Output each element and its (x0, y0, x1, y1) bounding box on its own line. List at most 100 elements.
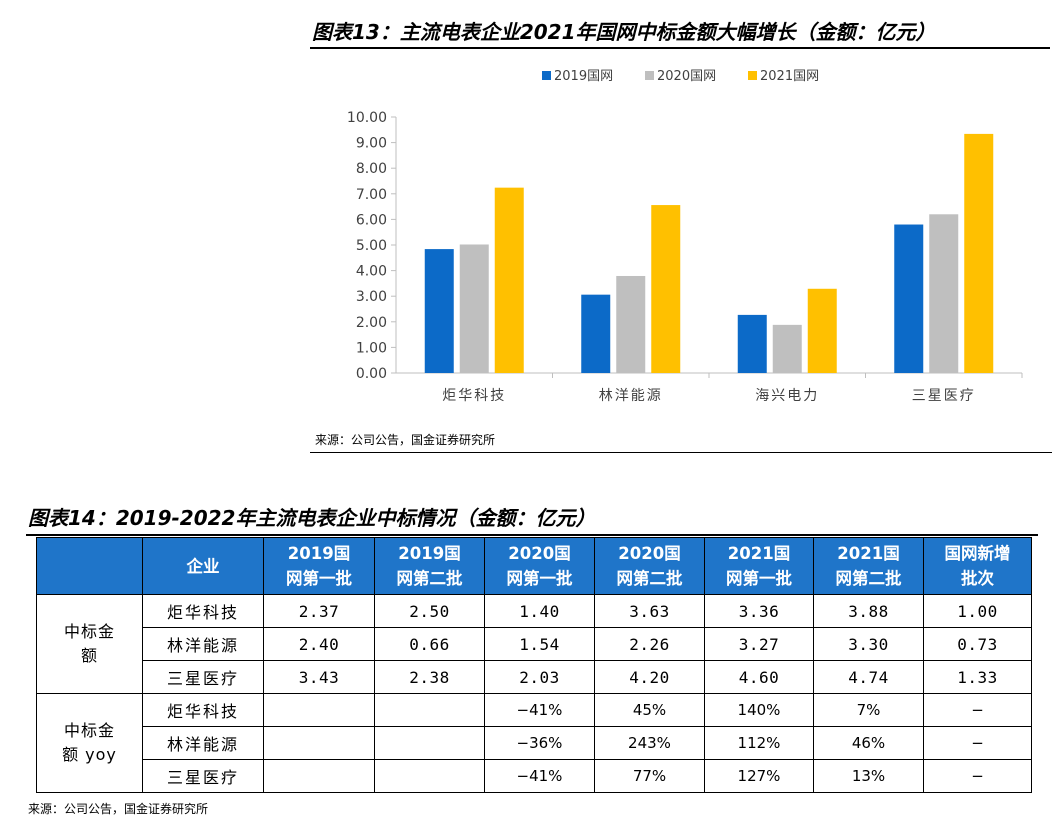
table-header-row: 企业 2019国 网第一批 2019国 网第二批 2020国 网第一批 2020国 网第… (36, 537, 1032, 595)
y-tick-label: 0.00 (356, 366, 387, 382)
table-value-cell: 3.63 (594, 594, 705, 628)
legend-swatch (542, 71, 551, 80)
table-company-cell: 炬华科技 (142, 594, 264, 628)
table-value-cell: −41% (484, 759, 595, 793)
table-value-cell: 4.20 (594, 660, 705, 694)
bar (459, 244, 489, 373)
table-value-cell: 2.50 (374, 594, 485, 628)
bar (772, 324, 802, 373)
legend-label: 2021国网 (760, 69, 819, 84)
bar (581, 294, 611, 373)
table-header-col: 2020国 网第二批 (594, 537, 705, 595)
x-category-label: 三星医疗 (912, 388, 976, 404)
table-value-cell: −41% (484, 693, 595, 727)
bar (651, 205, 681, 373)
table-value-cell: 3.27 (704, 627, 814, 661)
table-value-cell (374, 759, 485, 793)
table-header-col: 2019国 网第一批 (263, 537, 375, 595)
bar (929, 214, 959, 373)
figure-13-source: 来源：公司公告，国金证券研究所 (315, 433, 496, 447)
y-tick-label: 2.00 (356, 315, 387, 331)
table-value-cell: 140% (704, 693, 814, 727)
table-group-label: 中标金额 yoy (36, 693, 143, 793)
table-value-cell: 3.30 (813, 627, 924, 661)
table-header-col: 国网新增 批次 (923, 537, 1032, 595)
table-value-cell: 7% (813, 693, 924, 727)
table-value-cell: 3.36 (704, 594, 814, 628)
bar (807, 288, 837, 373)
figure-13-title: 图表13：主流电表企业2021年国网中标金额大幅增长（金额：亿元） (312, 20, 936, 44)
x-category-label: 炬华科技 (442, 388, 506, 404)
y-tick-label: 6.00 (356, 212, 387, 228)
table-value-cell: 1.54 (484, 627, 595, 661)
y-tick-label: 3.00 (356, 289, 387, 305)
table-value-cell: 46% (813, 726, 924, 760)
table-value-cell: 45% (594, 693, 705, 727)
table-value-cell: 13% (813, 759, 924, 793)
x-category-label: 林洋能源 (599, 388, 663, 404)
table-company-cell: 炬华科技 (142, 693, 264, 727)
table-value-cell: 2.37 (263, 594, 375, 628)
table-row: 三星医疗 3.43 2.38 2.03 4.20 4.60 4.74 1.33 (37, 660, 1032, 694)
figure-13-title-rule (310, 47, 1050, 49)
table-value-cell: 243% (594, 726, 705, 760)
table-row: 中标金额 yoy 炬华科技 −41% 45% 140% 7% − (36, 693, 1032, 793)
table-value-cell: 2.03 (484, 660, 595, 694)
y-tick-label: 7.00 (356, 187, 387, 203)
table-row: 三星医疗 −41% 77% 127% 13% − (37, 759, 1032, 793)
table-value-cell (374, 693, 485, 727)
table-company-cell: 林洋能源 (142, 627, 264, 661)
table-header-col: 2019国 网第二批 (374, 537, 485, 595)
table-value-cell: 1.40 (484, 594, 595, 628)
figure-14-title-rule (26, 534, 1038, 536)
table-value-cell: 3.43 (263, 660, 375, 694)
legend-label: 2019国网 (554, 69, 613, 84)
table-row: 中标金额炬华科技 2.37 2.50 1.40 3.63 3.36 3.88 1.00 (36, 594, 1032, 694)
table-row: 林洋能源 −36% 243% 112% 46% − (37, 726, 1032, 760)
table-header-col: 2020国 网第一批 (484, 537, 595, 595)
table-value-cell: 1.33 (923, 660, 1032, 694)
bar (616, 275, 646, 373)
figure-14-title: 图表14：2019-2022年主流电表企业中标情况（金额：亿元） (28, 506, 596, 530)
table-header-col: 2021国 网第一批 (704, 537, 814, 595)
table-value-cell (263, 693, 375, 727)
table-value-cell (263, 726, 375, 760)
table-value-cell: 3.88 (813, 594, 924, 628)
table-company-cell: 三星医疗 (142, 660, 264, 694)
y-tick-label: 9.00 (356, 136, 387, 152)
table-value-cell (374, 726, 485, 760)
figure-14-table: 企业 2019国 网第一批 2019国 网第二批 2020国 网第一批 2020国 网第… (36, 537, 1032, 793)
table-value-cell: 2.38 (374, 660, 485, 694)
table-row: 林洋能源 2.40 0.66 1.54 2.26 3.27 3.30 0.73 (37, 627, 1032, 661)
bar (424, 249, 454, 373)
table-value-cell: 0.66 (374, 627, 485, 661)
figure-13-bottom-rule (310, 452, 1052, 453)
table-body: 中标金额炬华科技 2.37 2.50 1.40 3.63 3.36 3.88 1.00 林洋能源… (36, 594, 1032, 793)
table-value-cell: 2.40 (263, 627, 375, 661)
table-header-corner (36, 537, 143, 595)
y-tick-label: 1.00 (356, 340, 387, 356)
bar (737, 314, 767, 373)
table-value-cell: 0.73 (923, 627, 1032, 661)
table-value-cell: − (923, 693, 1032, 727)
table-header-col: 2021国 网第二批 (813, 537, 924, 595)
table-value-cell: 4.60 (704, 660, 814, 694)
y-tick-label: 10.00 (347, 110, 387, 126)
y-tick-label: 4.00 (356, 264, 387, 280)
table-value-cell: −36% (484, 726, 595, 760)
table-company-cell: 林洋能源 (142, 726, 264, 760)
table-value-cell: 77% (594, 759, 705, 793)
table-value-cell: 4.74 (813, 660, 924, 694)
legend-swatch (645, 71, 654, 80)
table-company-cell: 三星医疗 (142, 759, 264, 793)
table-value-cell: 1.00 (923, 594, 1032, 628)
table-header-company: 企业 (142, 537, 264, 595)
table-value-cell: − (923, 726, 1032, 760)
y-tick-label: 5.00 (356, 238, 387, 254)
table-value-cell: − (923, 759, 1032, 793)
y-tick-label: 8.00 (356, 161, 387, 177)
legend-label: 2020国网 (657, 69, 716, 84)
table-value-cell: 127% (704, 759, 814, 793)
bar (894, 224, 924, 373)
bar (494, 187, 524, 373)
